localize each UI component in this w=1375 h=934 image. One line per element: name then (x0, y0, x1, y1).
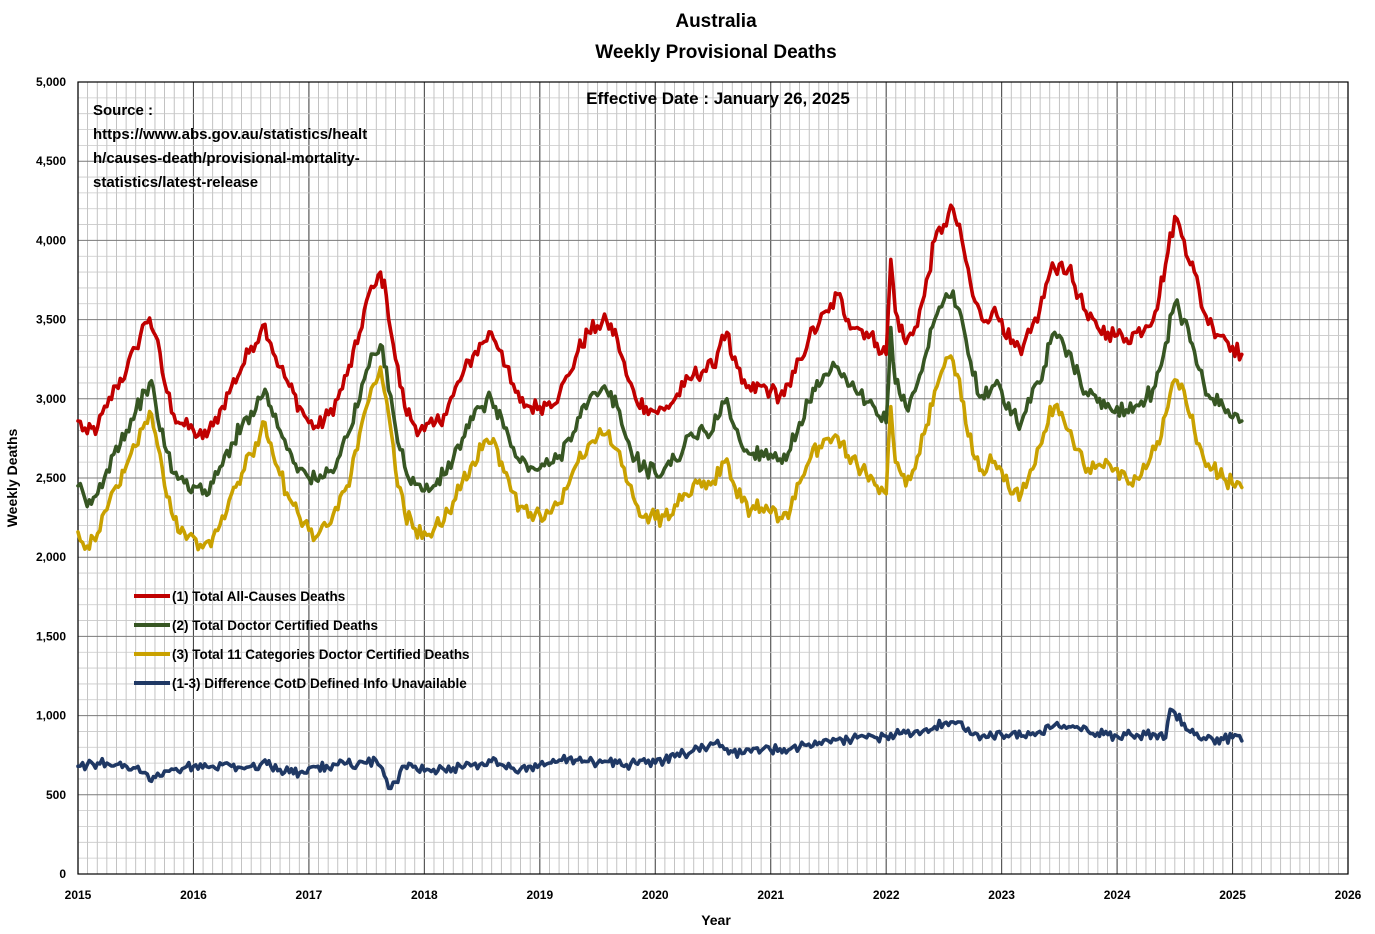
y-tick-label: 500 (46, 788, 66, 802)
x-tick-label: 2018 (411, 888, 438, 902)
y-tick-label: 1,500 (36, 629, 66, 643)
series-line-2-total-doctor-certified-deaths (76, 289, 1244, 509)
y-tick-label: 4,000 (36, 233, 66, 247)
effective-date-annotation: Effective Date : January 26, 2025 (586, 89, 850, 108)
y-tick-label: 4,500 (36, 154, 66, 168)
x-tick-label: 2019 (526, 888, 553, 902)
series-line-3-total-11-categories-doctor-certified-deaths (76, 354, 1244, 552)
series-lines (76, 203, 1244, 791)
chart-title: Australia (675, 11, 757, 32)
series-line-1-total-all-causes-deaths (76, 203, 1244, 441)
source-url-line: statistics/latest-release (93, 174, 258, 191)
x-tick-label: 2022 (873, 888, 900, 902)
source-heading: Source : (93, 102, 153, 119)
y-tick-label: 2,500 (36, 471, 66, 485)
y-tick-label: 5,000 (36, 75, 66, 89)
legend-label: (1) Total All-Causes Deaths (172, 589, 345, 604)
series-line-1-3-difference-cotd-defined-info-unavailable (76, 707, 1244, 791)
y-tick-label: 1,000 (36, 709, 66, 723)
x-axis-ticks: 2015 2016 2017 2018 2019 2020 2021 2022 2023 2024… (65, 888, 1362, 902)
legend-label: (2) Total Doctor Certified Deaths (172, 618, 378, 633)
x-axis-label: Year (701, 912, 731, 928)
legend-label: (1-3) Difference CotD Defined Info Unava… (172, 676, 467, 691)
source-url-line: h/causes-death/provisional-mortality- (93, 150, 360, 167)
y-tick-label: 2,000 (36, 550, 66, 564)
chart-subtitle: Weekly Provisional Deaths (595, 42, 836, 63)
y-tick-label: 3,000 (36, 392, 66, 406)
x-tick-label: 2021 (757, 888, 784, 902)
x-tick-label: 2023 (988, 888, 1015, 902)
x-tick-label: 2020 (642, 888, 669, 902)
x-tick-label: 2024 (1104, 888, 1131, 902)
y-axis-label: Weekly Deaths (4, 429, 20, 528)
plot-area-border (77, 81, 1349, 875)
x-tick-label: 2017 (296, 888, 323, 902)
source-note: Source : https://www.abs.gov.au/statistic… (93, 102, 367, 191)
y-tick-label: 0 (59, 867, 66, 881)
legend: (1) Total All-Causes Deaths (2) Total Doc… (134, 589, 470, 691)
x-tick-label: 2016 (180, 888, 207, 902)
x-tick-label: 2015 (65, 888, 92, 902)
y-tick-label: 3,500 (36, 313, 66, 327)
x-tick-label: 2026 (1335, 888, 1362, 902)
x-tick-label: 2025 (1219, 888, 1246, 902)
legend-label: (3) Total 11 Categories Doctor Certified… (172, 647, 470, 662)
y-axis-ticks: 0 500 1,000 1,500 2,000 2,500 3,000 3,500 4,000 4… (36, 75, 66, 881)
source-url-line: https://www.abs.gov.au/statistics/healt (93, 126, 367, 143)
